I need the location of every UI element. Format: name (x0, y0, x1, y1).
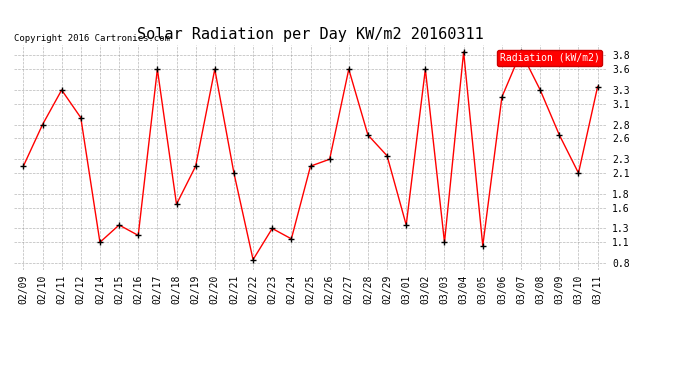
Text: Copyright 2016 Cartronics.com: Copyright 2016 Cartronics.com (14, 34, 170, 43)
Legend: Radiation (kW/m2): Radiation (kW/m2) (497, 50, 602, 66)
Title: Solar Radiation per Day KW/m2 20160311: Solar Radiation per Day KW/m2 20160311 (137, 27, 484, 42)
